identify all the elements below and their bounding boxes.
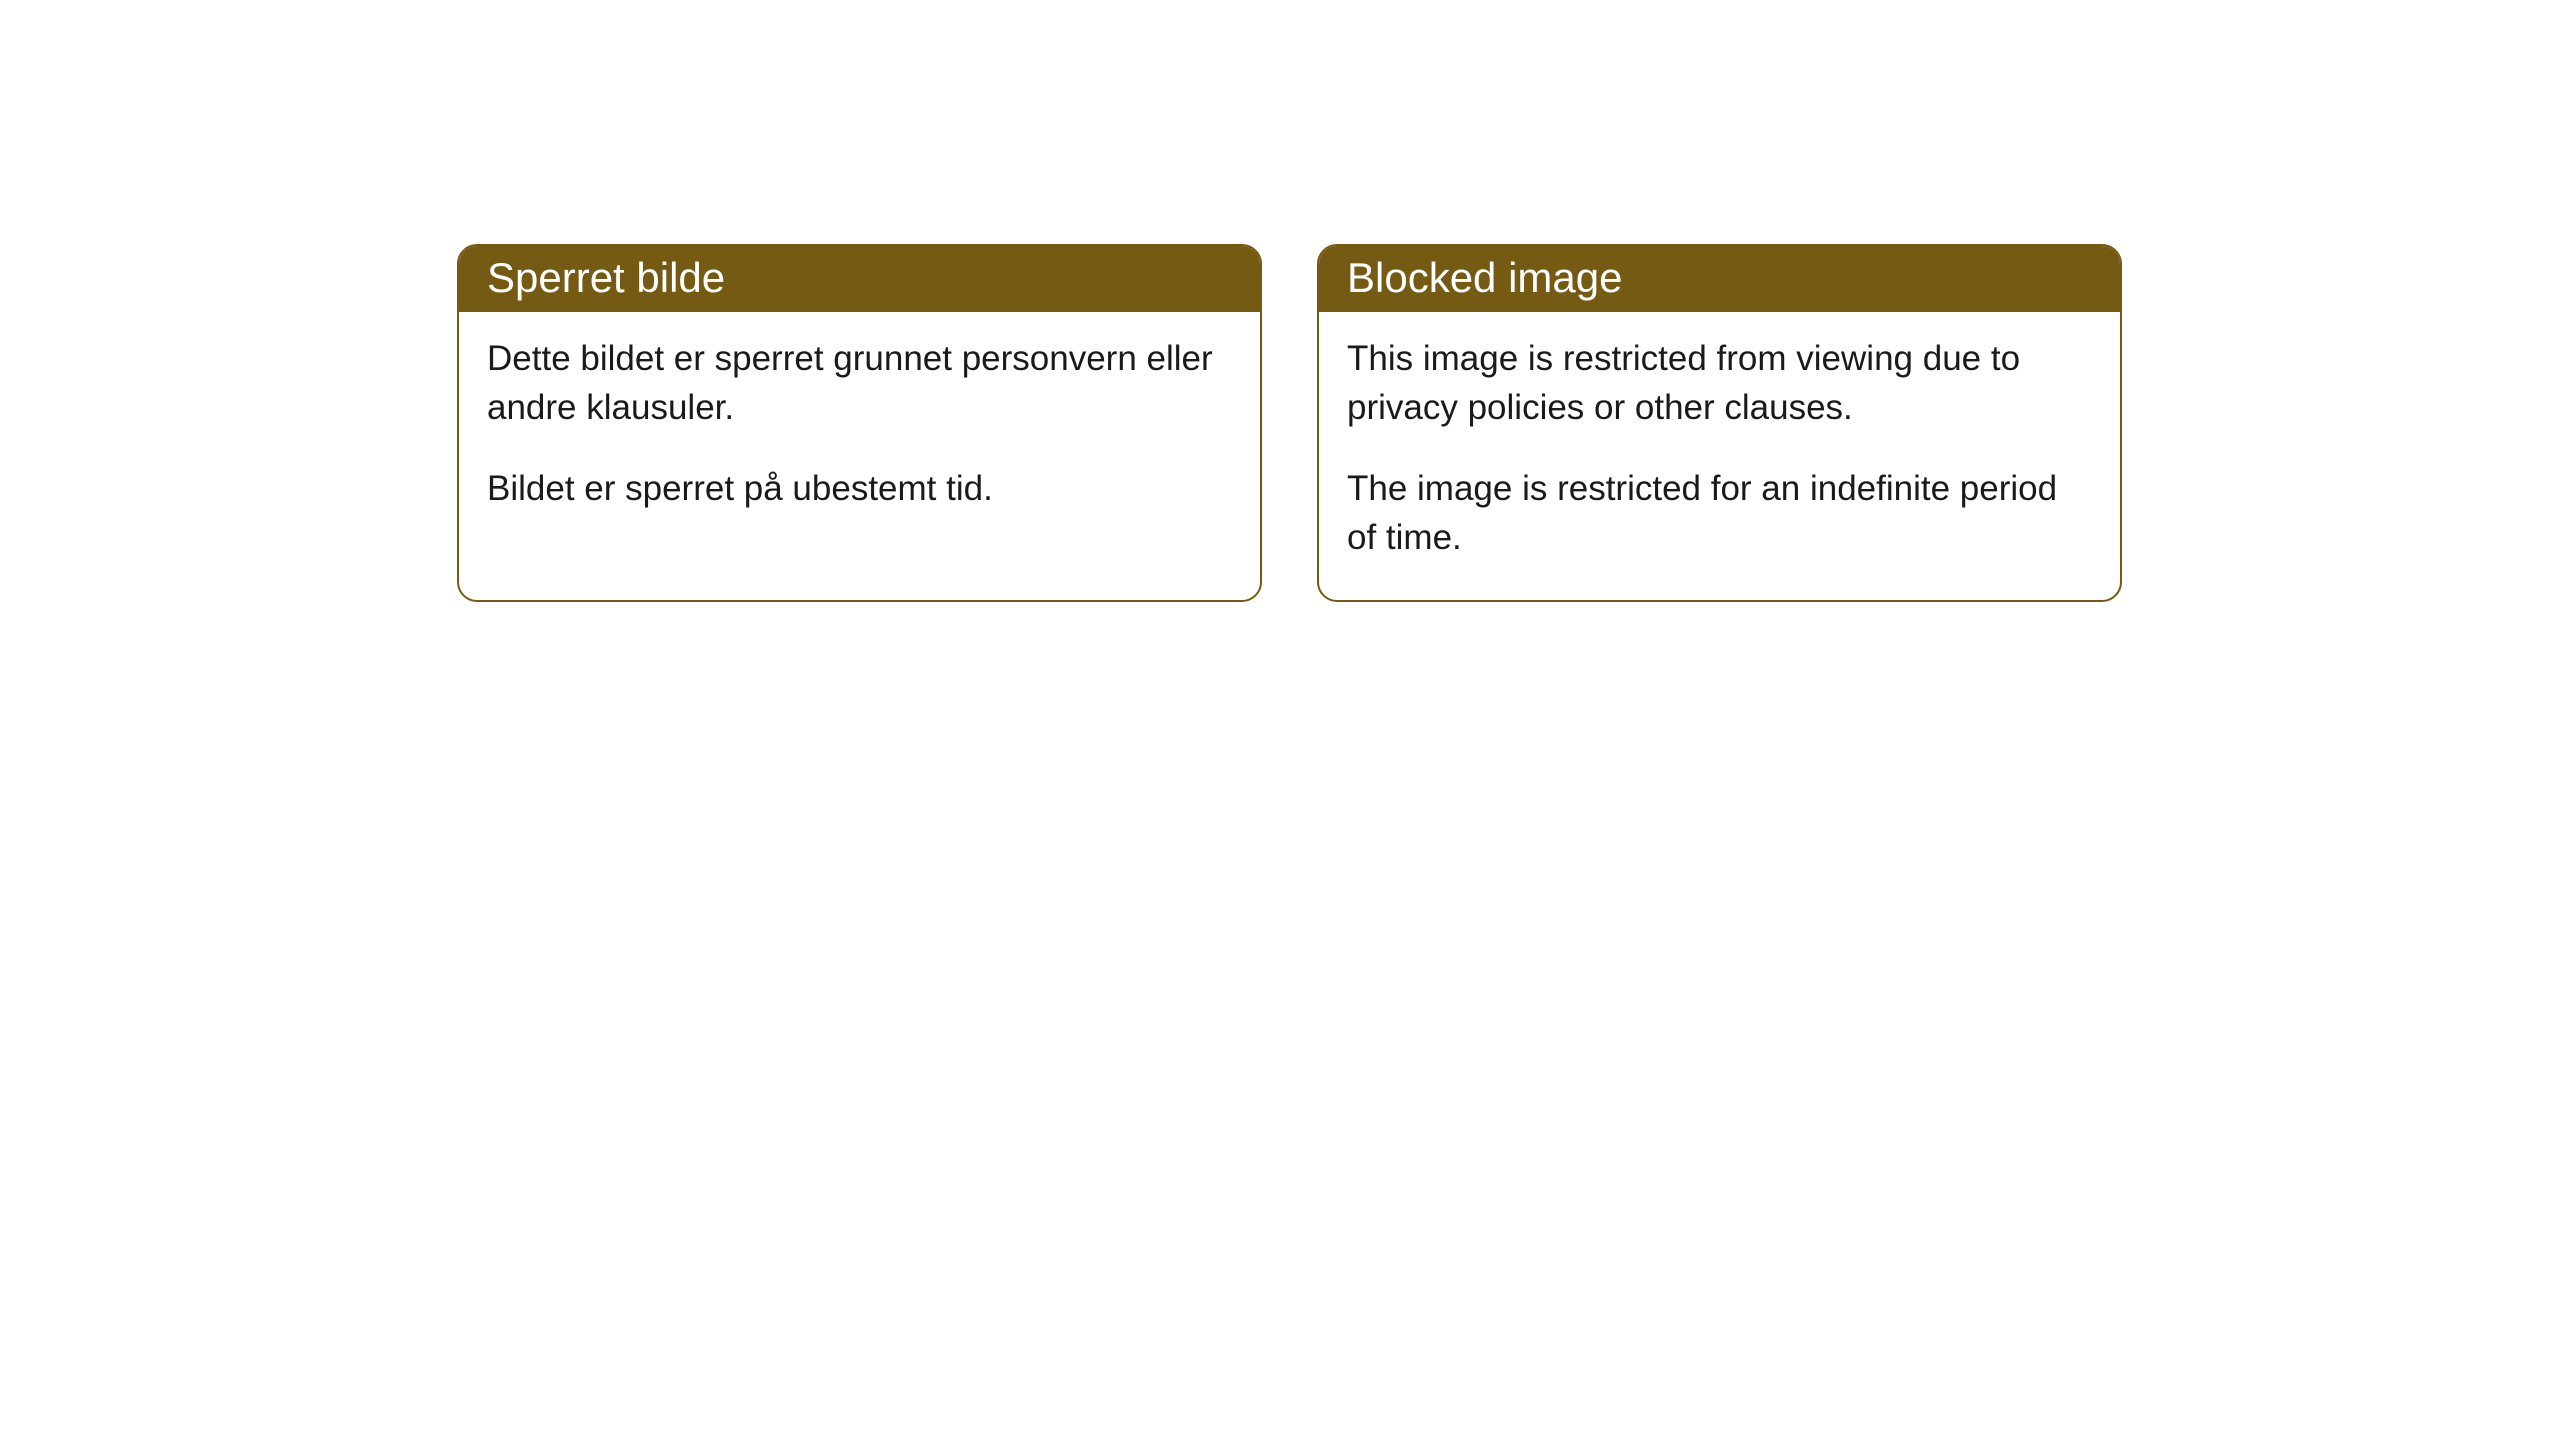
card-title: Blocked image bbox=[1347, 254, 1622, 301]
card-paragraph: Dette bildet er sperret grunnet personve… bbox=[487, 334, 1232, 432]
card-paragraph: This image is restricted from viewing du… bbox=[1347, 334, 2092, 432]
card-body: This image is restricted from viewing du… bbox=[1319, 312, 2120, 600]
card-paragraph: Bildet er sperret på ubestemt tid. bbox=[487, 464, 1232, 513]
card-header: Blocked image bbox=[1319, 246, 2120, 312]
card-body: Dette bildet er sperret grunnet personve… bbox=[459, 312, 1260, 551]
card-title: Sperret bilde bbox=[487, 254, 725, 301]
blocked-image-card-norwegian: Sperret bilde Dette bildet er sperret gr… bbox=[457, 244, 1262, 602]
notice-cards-container: Sperret bilde Dette bildet er sperret gr… bbox=[457, 244, 2122, 602]
card-header: Sperret bilde bbox=[459, 246, 1260, 312]
card-paragraph: The image is restricted for an indefinit… bbox=[1347, 464, 2092, 562]
blocked-image-card-english: Blocked image This image is restricted f… bbox=[1317, 244, 2122, 602]
